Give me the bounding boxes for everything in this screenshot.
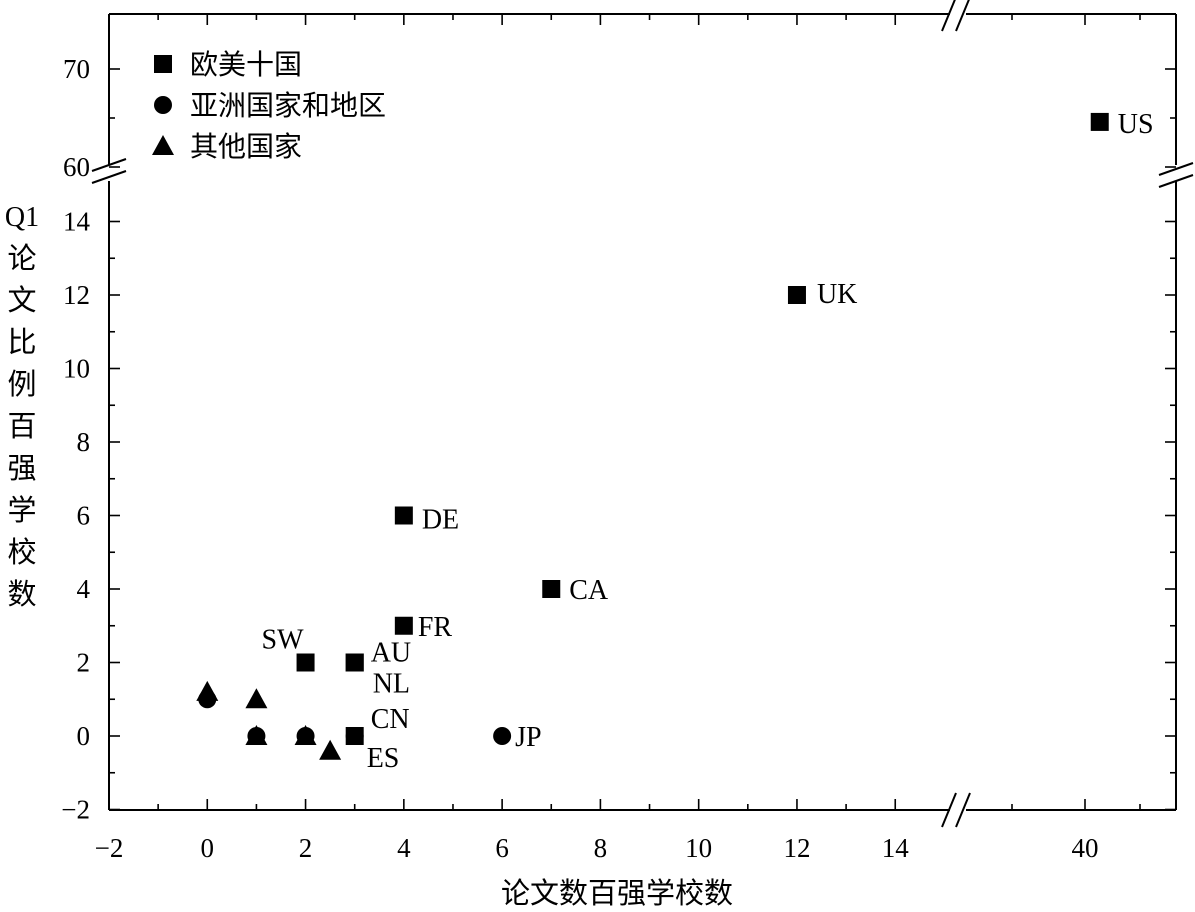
data-label: SW bbox=[262, 625, 305, 656]
y-tick-label: 4 bbox=[77, 574, 91, 604]
legend-entry: 亚洲国家和地区 bbox=[190, 89, 386, 122]
data-point-triangle bbox=[245, 725, 268, 745]
y-tick-label: 14 bbox=[63, 207, 91, 237]
y-axis-label-prefix: Q1 bbox=[5, 202, 39, 233]
y-break-mark-right-1 bbox=[1158, 162, 1194, 176]
data-label: US bbox=[1118, 109, 1154, 140]
data-point-square bbox=[394, 616, 413, 635]
data-label: NL bbox=[373, 669, 410, 700]
x-break-mark-bottom-2 bbox=[955, 792, 971, 828]
y-tick-label: −2 bbox=[61, 795, 90, 825]
y-break-mark-right-2 bbox=[1158, 174, 1194, 188]
y-tick-label: 8 bbox=[77, 427, 91, 457]
legend-marker-triangle bbox=[152, 135, 174, 155]
legend-marker-circle bbox=[154, 96, 172, 114]
x-tick-label: −2 bbox=[95, 833, 124, 863]
y-axis-label: 论文比例百强学校数 bbox=[7, 241, 36, 611]
x-tick-label: 4 bbox=[397, 833, 411, 863]
data-label: ES bbox=[367, 743, 400, 774]
data-label: JP bbox=[515, 722, 541, 753]
data-point-square bbox=[1090, 112, 1109, 131]
data-point-triangle bbox=[245, 688, 268, 709]
y-tick-label: 10 bbox=[63, 354, 90, 384]
data-label: FR bbox=[418, 612, 453, 643]
x-tick-label: 12 bbox=[783, 833, 810, 863]
axis-ticks: −2 0 2 4 6 8 10 12 14 40 −2 0 2 4 6 8 10 12 14 60 70 bbox=[61, 14, 1176, 863]
x-axis-label: 论文数百强学校数 bbox=[501, 876, 733, 910]
legend-entry: 欧美十国 bbox=[190, 48, 302, 81]
x-tick-label: 8 bbox=[594, 833, 608, 863]
data-point-triangle bbox=[196, 680, 219, 701]
y-tick-label: 70 bbox=[63, 54, 90, 84]
data-point-circle bbox=[345, 727, 364, 745]
x-break-mark-top-1 bbox=[941, 0, 956, 32]
x-tick-label: 0 bbox=[201, 833, 215, 863]
data-point-square bbox=[542, 580, 561, 598]
data-point-triangle bbox=[294, 725, 317, 745]
x-break-mark-top-2 bbox=[955, 0, 970, 32]
plot-frame bbox=[91, 0, 1194, 828]
y-tick-label: 0 bbox=[77, 721, 91, 751]
y-break-mark-left-1 bbox=[91, 158, 127, 172]
x-tick-label: 14 bbox=[882, 833, 910, 863]
data-label: UK bbox=[817, 279, 857, 310]
data-label: CN bbox=[371, 704, 410, 735]
y-tick-label: 12 bbox=[63, 280, 90, 310]
data-label: CA bbox=[569, 575, 609, 606]
y-tick-label: 2 bbox=[77, 648, 91, 678]
data-point-square bbox=[787, 286, 806, 304]
x-tick-label: 10 bbox=[685, 833, 712, 863]
legend-entry: 其他国家 bbox=[190, 130, 302, 163]
data-point-square bbox=[394, 506, 413, 525]
x-tick-label: 40 bbox=[1072, 833, 1099, 863]
data-point-circle bbox=[493, 727, 512, 745]
data-label: DE bbox=[422, 505, 459, 536]
data-point-square bbox=[345, 653, 364, 672]
y-break-mark-left-2 bbox=[91, 170, 127, 184]
x-tick-label: 6 bbox=[495, 833, 509, 863]
y-tick-label: 6 bbox=[77, 501, 91, 531]
data-point-square bbox=[296, 653, 315, 672]
legend-marker-square bbox=[154, 55, 172, 73]
y-tick-label: 60 bbox=[63, 152, 90, 182]
x-break-mark-bottom-1 bbox=[941, 792, 957, 828]
data-point-triangle bbox=[319, 739, 342, 760]
x-tick-label: 2 bbox=[299, 833, 313, 863]
data-label: AU bbox=[371, 638, 411, 669]
